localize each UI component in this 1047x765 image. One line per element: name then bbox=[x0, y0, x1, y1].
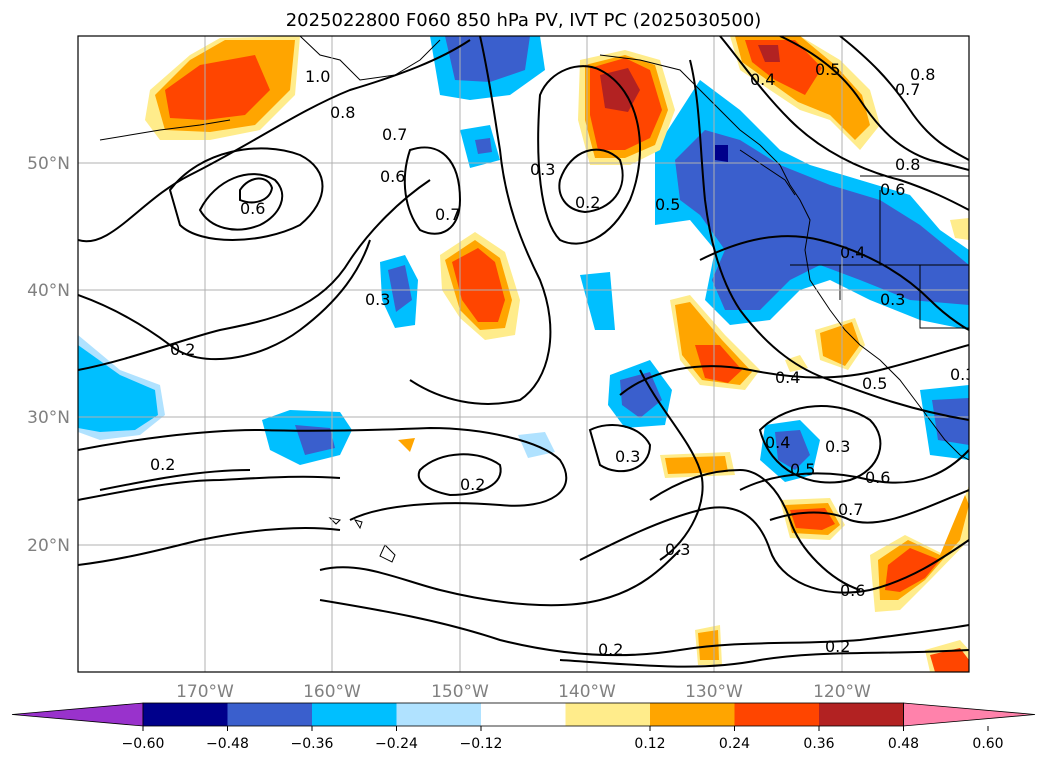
colorbar-tick-label: 0.36 bbox=[803, 736, 834, 752]
lon-label: 130°W bbox=[685, 682, 743, 702]
map-border bbox=[77, 35, 970, 673]
map-title: 2025022800 F060 850 hPa PV, IVT PC (2025… bbox=[285, 10, 762, 31]
contour-label: 0.6 bbox=[380, 167, 405, 186]
lon-label: 150°W bbox=[431, 682, 489, 702]
contour-label: 0.2 bbox=[825, 637, 850, 656]
colorbar-segment bbox=[396, 703, 482, 726]
colorbar-extend-min bbox=[11, 702, 144, 727]
colorbar-tick-label: −0.36 bbox=[291, 736, 334, 752]
lon-label: 140°W bbox=[558, 682, 616, 702]
contour-label: 0.3 bbox=[615, 447, 640, 466]
contour-label: 0.8 bbox=[895, 155, 920, 174]
lat-label: 30°N bbox=[27, 408, 70, 428]
colorbar-segment bbox=[650, 703, 735, 726]
contour-label: 0.3 bbox=[825, 437, 850, 456]
contour-labels: 1.0 0.8 0.7 0.6 0.6 0.7 0.3 0.3 0.2 0.5 … bbox=[150, 60, 975, 659]
pv-contours bbox=[78, 36, 969, 668]
contour-label: 0.5 bbox=[655, 195, 680, 214]
colorbar-segment bbox=[565, 703, 651, 726]
contour-label: 0.4 bbox=[775, 368, 800, 387]
contour-label: 0.2 bbox=[598, 640, 623, 659]
contour-label: 0.5 bbox=[790, 460, 815, 479]
colorbar-tick-label: −0.24 bbox=[375, 736, 418, 752]
colorbar-tick-label: −0.12 bbox=[460, 736, 503, 752]
borders bbox=[790, 175, 969, 329]
contour-label: 0.2 bbox=[575, 193, 600, 212]
colorbar-segment bbox=[143, 703, 228, 726]
contour-label: 0.5 bbox=[815, 60, 840, 79]
lon-label: 170°W bbox=[176, 682, 234, 702]
contour-label: 0.3 bbox=[665, 540, 690, 559]
contour-label: 0.6 bbox=[840, 581, 865, 600]
contour-label: 0.4 bbox=[750, 70, 775, 89]
colorbar-tick-label: −0.60 bbox=[122, 736, 165, 752]
colorbar-tick-label: 0.12 bbox=[634, 736, 665, 752]
contour-label: 1.0 bbox=[305, 67, 330, 86]
contour-label: 0.4 bbox=[765, 433, 790, 452]
contour-label: 0.3 bbox=[880, 290, 905, 309]
colorbar-segment bbox=[481, 703, 566, 726]
latitude-labels: 50°N 40°N 30°N 20°N bbox=[27, 154, 70, 556]
contour-label: 0.2 bbox=[460, 475, 485, 494]
contour-label: 0.7 bbox=[435, 205, 460, 224]
contour-label: 0.7 bbox=[838, 500, 863, 519]
contour-label: 0.2 bbox=[170, 340, 195, 359]
lat-label: 20°N bbox=[27, 536, 70, 556]
colorbar: −0.60 −0.48 −0.36 −0.24 −0.12 0.12 0.24 0.36 0.4… bbox=[11, 702, 1036, 752]
colorbar-tick-label: 0.24 bbox=[719, 736, 750, 752]
colorbar-segment bbox=[819, 703, 904, 726]
contour-label: 0.8 bbox=[330, 103, 355, 122]
contour-label: 0.8 bbox=[910, 65, 935, 84]
contour-label: 0.5 bbox=[862, 374, 887, 393]
contour-label: 0.7 bbox=[382, 125, 407, 144]
contour-label: 0.2 bbox=[150, 455, 175, 474]
colorbar-segment bbox=[227, 703, 313, 726]
lon-label: 120°W bbox=[813, 682, 871, 702]
contour-label: 0.4 bbox=[840, 243, 865, 262]
colorbar-tick-label: 0.48 bbox=[888, 736, 919, 752]
contour-label: 0.3 bbox=[950, 365, 975, 384]
colorbar-segment bbox=[312, 703, 397, 726]
lon-label: 160°W bbox=[303, 682, 361, 702]
colorbar-outline bbox=[142, 702, 904, 727]
contour-label: 0.3 bbox=[365, 290, 390, 309]
lat-label: 40°N bbox=[27, 281, 70, 301]
colorbar-segment bbox=[734, 703, 820, 726]
contour-label: 0.3 bbox=[530, 160, 555, 179]
contour-label: 0.7 bbox=[895, 80, 920, 99]
colorbar-tick-label: 0.60 bbox=[972, 736, 1003, 752]
colorbar-extend-max bbox=[903, 702, 1036, 727]
coastlines bbox=[99, 36, 969, 563]
colorbar-tick-label: −0.48 bbox=[206, 736, 249, 752]
contour-label: 0.6 bbox=[865, 468, 890, 487]
lat-label: 50°N bbox=[27, 154, 70, 174]
contour-label: 0.6 bbox=[880, 180, 905, 199]
gridlines bbox=[78, 36, 969, 672]
contour-label: 0.6 bbox=[240, 199, 265, 218]
longitude-labels: 170°W 160°W 150°W 140°W 130°W 120°W bbox=[176, 682, 871, 702]
